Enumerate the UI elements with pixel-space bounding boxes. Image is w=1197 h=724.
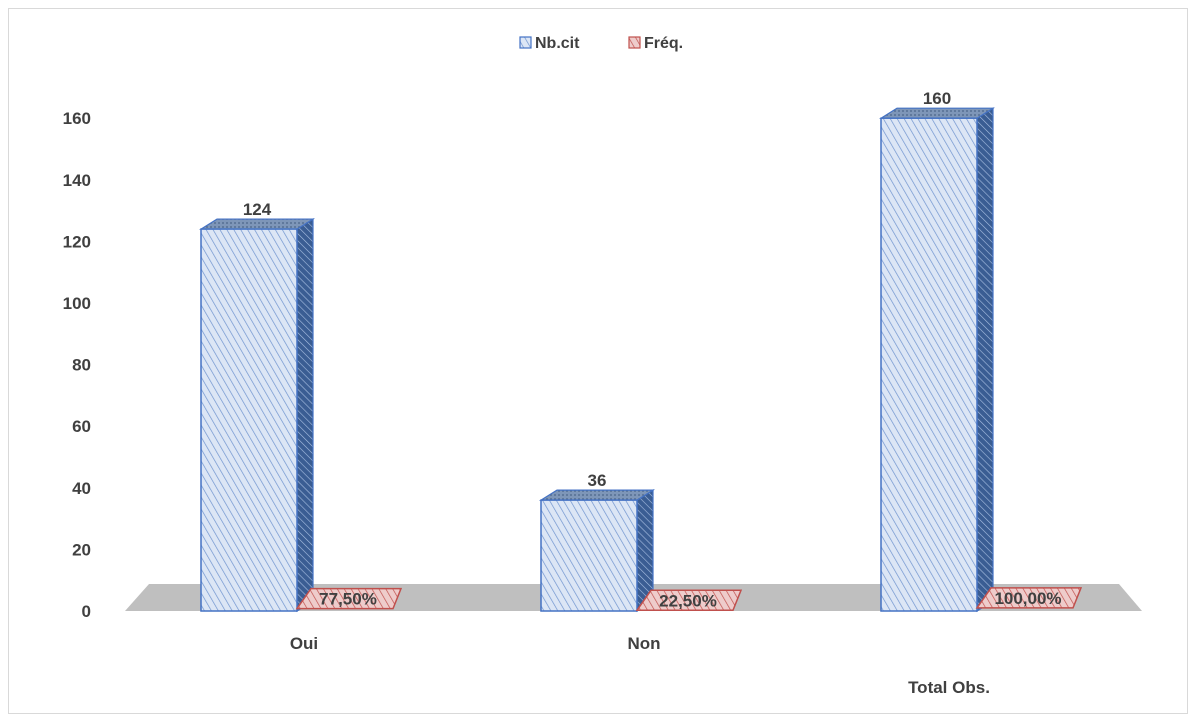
legend-label: Nb.cit xyxy=(535,35,580,52)
legend-swatch xyxy=(628,36,641,49)
bar-chart: 0 20 40 60 80 100 120 140 160 124 77,50% Oui 36 22,5… xyxy=(63,35,1142,697)
chart-frame: 0 20 40 60 80 100 120 140 160 124 77,50% Oui 36 22,5… xyxy=(8,8,1188,714)
y-tick-label: 140 xyxy=(63,171,91,190)
legend-label: Fréq. xyxy=(644,35,683,52)
data-label-freq: 77,50% xyxy=(319,590,377,609)
bar-nbcit-0 xyxy=(198,217,316,613)
data-label-nbcit: 124 xyxy=(243,200,272,219)
y-tick-label: 0 xyxy=(82,602,91,621)
y-tick-label: 120 xyxy=(63,232,91,251)
legend-swatch xyxy=(519,36,532,49)
y-tick-label: 80 xyxy=(72,356,91,375)
y-tick-label: 20 xyxy=(72,540,91,559)
legend-item-1: Fréq. xyxy=(628,35,683,52)
data-label-nbcit: 36 xyxy=(588,471,607,490)
x-category-label: Oui xyxy=(290,634,318,653)
x-category-label: Total Obs. xyxy=(908,678,990,697)
y-tick-label: 60 xyxy=(72,417,91,436)
bar-freq-0 xyxy=(295,587,403,610)
bar-freq-2 xyxy=(975,587,1083,609)
x-category-label: Non xyxy=(627,634,660,653)
data-label-nbcit: 160 xyxy=(923,89,951,108)
legend-item-0: Nb.cit xyxy=(519,35,580,52)
data-label-freq: 100,00% xyxy=(994,589,1061,608)
data-label-freq: 22,50% xyxy=(659,591,717,610)
bar-nbcit-1 xyxy=(538,489,656,613)
y-tick-label: 40 xyxy=(72,479,91,498)
y-tick-label: 100 xyxy=(63,294,91,313)
y-tick-label: 160 xyxy=(63,109,91,128)
bar-nbcit-2 xyxy=(878,107,996,613)
bar-freq-1 xyxy=(635,589,743,612)
